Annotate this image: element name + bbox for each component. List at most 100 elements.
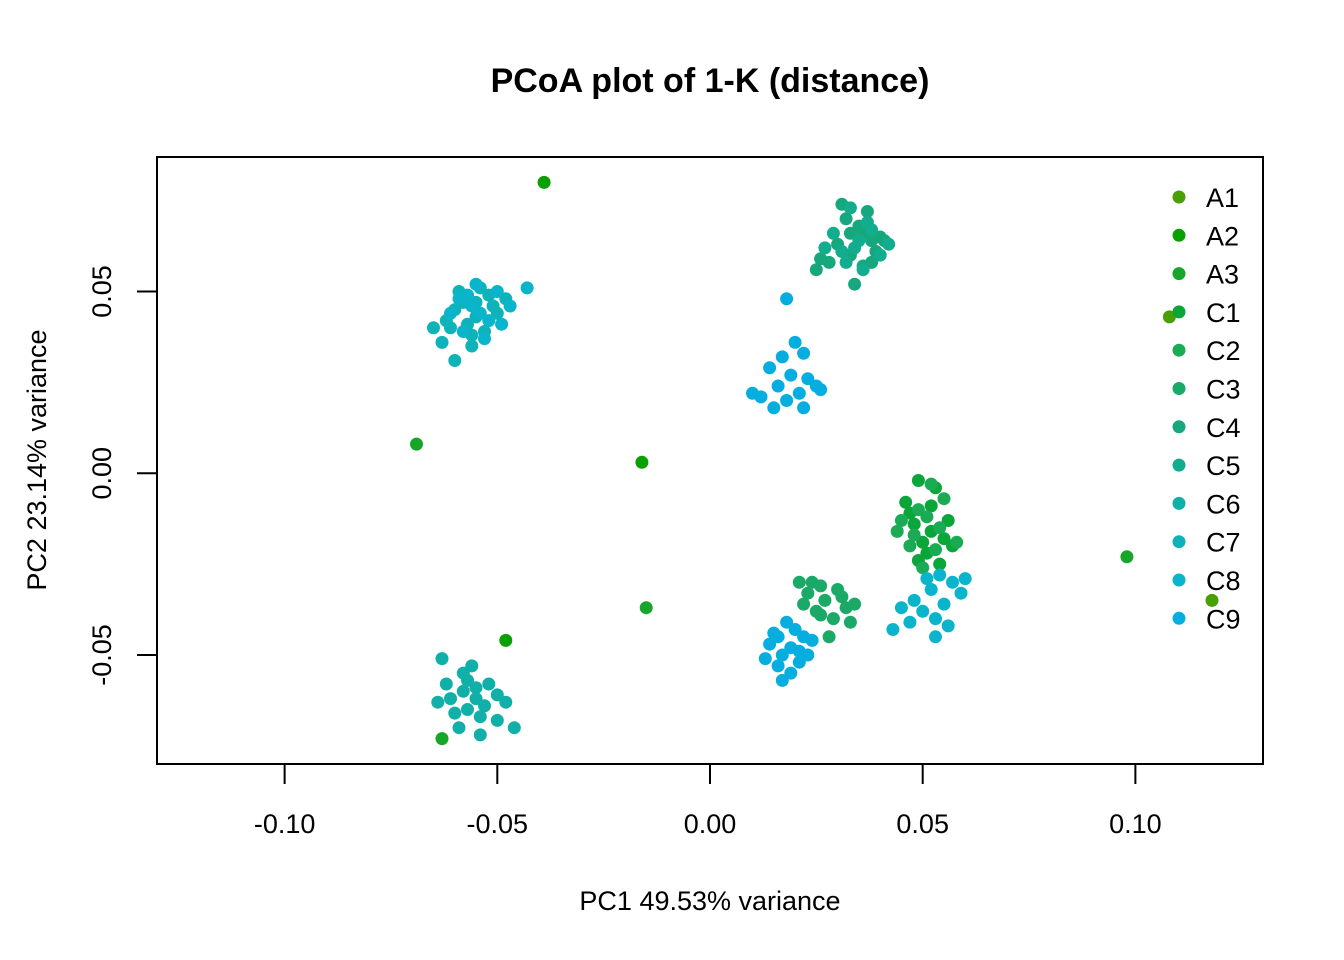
data-point-c3 [843, 615, 857, 629]
data-point-a1 [1162, 310, 1176, 324]
data-point-c8 [886, 623, 900, 636]
data-point-c9 [805, 633, 819, 647]
data-point-c6 [490, 688, 504, 702]
data-point-c8 [478, 332, 491, 346]
data-point-c5 [839, 255, 853, 269]
data-point-c6 [478, 699, 491, 713]
legend-label-c1: C1 [1206, 298, 1241, 328]
x-axis: -0.10 -0.05 0.00 0.05 0.10 [254, 763, 1162, 839]
data-point-c8 [894, 601, 908, 615]
legend-marker-c8 [1172, 573, 1186, 587]
data-point-c9 [792, 386, 806, 400]
data-point-c9 [788, 623, 802, 636]
data-point-c8 [503, 299, 517, 313]
data-point-c9 [775, 673, 789, 687]
legend-label-c7: C7 [1206, 528, 1241, 558]
data-point-c8 [520, 281, 534, 295]
legend-marker-c7 [1172, 535, 1186, 549]
data-point-c9 [767, 626, 781, 640]
legend-label-a2: A2 [1206, 221, 1239, 251]
y-tick-label: -0.05 [87, 624, 117, 686]
data-point-c9 [758, 652, 772, 666]
data-point-c4 [848, 277, 862, 291]
data-point-c9 [775, 648, 789, 662]
data-point-c2 [937, 492, 951, 506]
data-point-c3 [814, 579, 828, 593]
data-point-c9 [780, 394, 794, 407]
data-point-c7 [486, 299, 500, 313]
x-tick-label: -0.10 [254, 809, 316, 839]
legend-marker-c3 [1172, 382, 1186, 395]
data-point-c2 [924, 477, 938, 491]
data-point-c3 [826, 612, 840, 626]
data-point-c5 [843, 201, 857, 215]
data-point-c9 [784, 368, 798, 382]
data-point-c9 [771, 379, 785, 393]
data-point-c5 [835, 245, 849, 258]
data-point-c6 [469, 692, 483, 706]
data-point-c9 [780, 615, 794, 629]
data-point-a2 [499, 633, 513, 647]
data-point-c3 [818, 593, 832, 607]
data-point-c2 [929, 543, 942, 557]
data-point-c8 [924, 583, 938, 596]
data-point-c3 [822, 630, 836, 644]
data-point-c9 [797, 346, 811, 360]
legend-marker-c1 [1172, 305, 1186, 319]
legend: A1 A2 A3 C1 C2 C3 C4 C5 C6 C7 C8 C9 [1172, 183, 1241, 634]
data-point-c3 [801, 586, 815, 600]
x-tick-label: 0.05 [896, 809, 949, 839]
legend-label-c3: C3 [1206, 375, 1241, 405]
data-point-c6 [439, 677, 453, 691]
data-point-c3 [797, 597, 811, 611]
data-point-c8 [482, 314, 496, 328]
data-point-c9 [771, 659, 785, 673]
legend-label-c6: C6 [1206, 489, 1241, 519]
data-point-c1 [924, 499, 938, 513]
legend-label-c5: C5 [1206, 451, 1241, 481]
y-tick-label: 0.00 [87, 447, 117, 500]
data-point-c6 [482, 677, 496, 691]
x-tick-label: -0.05 [467, 809, 529, 839]
data-point-c6 [448, 706, 462, 720]
data-point-c6 [444, 692, 457, 706]
data-point-c8 [495, 317, 509, 331]
data-point-c5 [826, 226, 840, 240]
data-point-c9 [788, 335, 802, 349]
data-points [410, 175, 1219, 746]
data-point-c7 [465, 339, 479, 353]
legend-label-c4: C4 [1206, 413, 1241, 443]
x-tick-label: 0.10 [1109, 809, 1162, 839]
data-point-c9 [792, 655, 806, 669]
data-point-c1 [907, 517, 921, 531]
data-point-c2 [920, 510, 934, 524]
data-point-c9 [797, 401, 811, 415]
legend-marker-c4 [1172, 420, 1186, 434]
data-point-c4 [809, 263, 823, 277]
legend-label-c2: C2 [1206, 336, 1241, 366]
data-point-c9 [801, 372, 815, 386]
data-point-c8 [490, 285, 504, 298]
data-point-c8 [916, 604, 930, 618]
data-point-c6 [435, 652, 449, 666]
legend-marker-c9 [1172, 611, 1186, 625]
data-point-c8 [469, 277, 483, 291]
data-point-c6 [499, 695, 513, 709]
data-point-c8 [929, 612, 942, 626]
data-point-c9 [784, 666, 798, 680]
data-point-c8 [903, 615, 917, 629]
data-point-c1 [899, 495, 913, 509]
data-point-c6 [507, 721, 521, 735]
data-point-c5 [818, 241, 832, 255]
data-point-c8 [941, 619, 955, 633]
y-axis-label: PC2 23.14% variance [22, 329, 52, 590]
data-point-c5 [882, 237, 896, 251]
data-point-c8 [929, 630, 942, 644]
data-point-c2 [950, 535, 964, 549]
data-point-c1 [941, 514, 955, 527]
data-point-c5 [865, 223, 879, 237]
legend-marker-a2 [1172, 228, 1186, 242]
legend-marker-a3 [1172, 267, 1186, 281]
data-point-c6 [490, 713, 504, 727]
